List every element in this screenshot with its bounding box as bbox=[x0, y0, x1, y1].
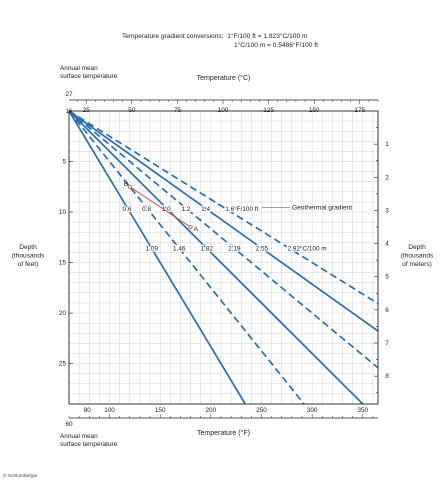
right-tick-label: 5 bbox=[385, 274, 389, 281]
gradient-lines bbox=[68, 110, 379, 405]
left-tick-label: 10 bbox=[59, 209, 67, 216]
right-axis-title: of meters) bbox=[402, 261, 432, 268]
left-axis-title: Depth bbox=[19, 244, 37, 251]
copyright: © Schlumberger bbox=[3, 474, 38, 479]
surface-temp-label-top: Annual mean bbox=[60, 65, 98, 72]
right-axis-title: Depth bbox=[408, 244, 426, 251]
gradient-f-label: 0.8 bbox=[142, 206, 151, 213]
top-tick-label-16: 16 bbox=[65, 109, 72, 115]
top-tick-label: 175 bbox=[354, 107, 365, 114]
gradient-line bbox=[68, 110, 247, 405]
gradient-c-label: 2.19 bbox=[228, 245, 241, 252]
right-tick-label: 8 bbox=[385, 373, 389, 380]
conversion-text: Temperature gradient conversions: 1°F/10… bbox=[122, 33, 307, 40]
left-tick-label: 20 bbox=[59, 310, 67, 317]
surface-temp-label-bottom: surface temperature bbox=[60, 441, 118, 448]
right-tick-label: 2 bbox=[385, 174, 389, 181]
gradient-f-label: 1.2 bbox=[181, 206, 190, 213]
conversion-label: Temperature gradient conversions: bbox=[122, 33, 224, 40]
top-tick-label: 125 bbox=[263, 107, 274, 114]
geothermal-gradient-label: Geothermal gradient bbox=[292, 204, 352, 211]
gradient-f-label: 1.6°F/100 ft bbox=[225, 205, 258, 213]
right-tick-label: 3 bbox=[385, 207, 389, 214]
right-tick-label: 7 bbox=[385, 340, 389, 347]
top-tick-label-27: 27 bbox=[65, 91, 73, 98]
left-tick-label: 15 bbox=[59, 260, 67, 267]
bottom-tick-label: 350 bbox=[357, 407, 368, 414]
top-tick-label: 100 bbox=[218, 107, 229, 114]
plot-frame bbox=[68, 99, 379, 419]
gradient-f-label: 0.6 bbox=[123, 206, 132, 213]
grid bbox=[69, 111, 378, 404]
example-point bbox=[127, 184, 132, 189]
example-point bbox=[188, 225, 193, 230]
gradient-c-label: 2.55 bbox=[256, 245, 269, 252]
left-tick-label: 5 bbox=[62, 159, 66, 166]
conversion-line-2: 1°C/100 m = 0.5486°F/100 ft bbox=[234, 42, 318, 49]
gradient-line bbox=[68, 110, 305, 405]
right-tick-label: 6 bbox=[385, 307, 389, 314]
bottom-tick-label: 200 bbox=[206, 407, 217, 414]
top-tick-label: 75 bbox=[174, 107, 182, 114]
tick-marks bbox=[68, 100, 379, 418]
gradient-f-label: 1.4 bbox=[201, 206, 210, 213]
surface-temp-label-bottom: Annual mean bbox=[60, 433, 98, 440]
left-axis-title: of feet) bbox=[18, 261, 39, 268]
gradient-line bbox=[68, 110, 379, 305]
conversion-line-1: 1°F/100 ft = 1.823°C/100 m bbox=[227, 33, 308, 40]
gradient-line bbox=[68, 110, 364, 405]
bottom-tick-label-60: 60 bbox=[65, 421, 73, 428]
gradient-c-label: 2.92°C/100 m bbox=[287, 244, 326, 252]
gradient-f-label: 1.0 bbox=[162, 206, 171, 213]
example-ab: BA bbox=[124, 181, 199, 233]
example-point-label-a: A bbox=[194, 226, 199, 233]
right-tick-label: 4 bbox=[385, 241, 389, 248]
bottom-tick-label: 150 bbox=[155, 407, 166, 414]
left-tick-label: 25 bbox=[59, 361, 67, 368]
example-point-label-b: B bbox=[124, 181, 128, 188]
top-tick-label: 25 bbox=[83, 107, 91, 114]
top-tick-label: 50 bbox=[128, 107, 136, 114]
gradient-line bbox=[68, 110, 379, 369]
top-tick-label: 150 bbox=[309, 107, 320, 114]
bottom-tick-label-80: 80 bbox=[84, 407, 92, 414]
gradient-line bbox=[68, 110, 379, 332]
bottom-tick-label: 300 bbox=[307, 407, 318, 414]
bottom-tick-label: 250 bbox=[256, 407, 267, 414]
bottom-axis-title: Temperature (°F) bbox=[197, 429, 250, 437]
gradient-c-label: 1.46 bbox=[173, 245, 186, 252]
bottom-tick-label: 100 bbox=[104, 407, 115, 414]
right-tick-label: 1 bbox=[385, 141, 389, 148]
right-axis-title: (thousands bbox=[401, 253, 434, 260]
plot-border bbox=[68, 110, 379, 405]
gradient-c-label: 1.09 bbox=[145, 245, 158, 252]
example-line bbox=[129, 186, 191, 228]
surface-temp-label-top: surface temperature bbox=[60, 73, 118, 80]
top-axis-title: Temperature (°C) bbox=[197, 74, 251, 82]
gradient-c-label: 1.82 bbox=[201, 245, 214, 252]
left-axis-title: (thousands bbox=[12, 253, 45, 260]
